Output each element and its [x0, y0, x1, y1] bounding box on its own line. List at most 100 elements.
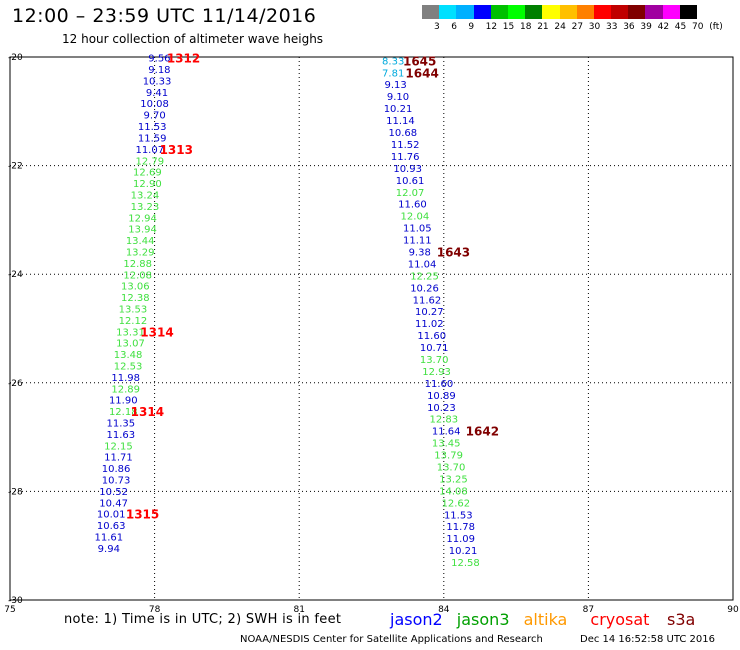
legend-label: 15	[502, 22, 515, 32]
wave-height-point: 11.62	[413, 295, 442, 306]
legend-swatch	[456, 5, 474, 19]
wave-height-point: 11.59	[138, 133, 167, 144]
wave-height-point: 11.53	[138, 122, 167, 133]
legend-label: 27	[571, 22, 584, 32]
wave-height-point: 10.71	[420, 343, 449, 354]
legend-label: 39	[640, 22, 652, 32]
wave-height-point: 12.83	[429, 415, 458, 426]
pass-time-label: 1314	[131, 405, 164, 419]
wave-height-point: 10.08	[140, 99, 169, 110]
pass-time-label: 1313	[160, 143, 193, 157]
wave-height-point: 11.04	[408, 259, 437, 270]
pass-time-label: 1315	[126, 508, 159, 522]
wave-height-point: 9.56	[148, 54, 170, 65]
legend-label: 42	[657, 22, 670, 32]
legend-swatch	[679, 5, 697, 19]
x-tick-label: 78	[149, 605, 161, 615]
pass-time-label: 1314	[140, 325, 173, 339]
y-tick-label: -20	[8, 53, 23, 63]
wave-height-point: 12.15	[104, 441, 133, 452]
legend-label: 6	[451, 22, 457, 32]
satellite-jason2: jason2	[390, 610, 443, 629]
wave-height-point: 13.79	[434, 451, 463, 462]
legend-label: 70	[692, 22, 704, 32]
wave-height-point: 13.23	[131, 202, 160, 213]
wave-height-point: 13.94	[128, 225, 157, 236]
legend-label: 3	[434, 22, 440, 32]
wave-height-point: 10.33	[143, 76, 172, 87]
legend-swatch	[507, 5, 526, 19]
wave-height-point: 10.68	[389, 128, 418, 139]
y-tick-label: -28	[8, 487, 23, 497]
wave-height-point: 13.25	[439, 474, 468, 485]
wave-height-point: 13.48	[114, 350, 143, 361]
wave-height-point: 12.69	[133, 168, 162, 179]
y-tick-label: -24	[8, 270, 23, 280]
legend-swatch	[576, 5, 594, 19]
wave-height-point: 12.04	[401, 212, 430, 223]
footer-note: note: 1) Time is in UTC; 2) SWH is in fe…	[64, 612, 342, 627]
wave-height-point: 8.33	[382, 56, 404, 67]
wave-height-point: 9.94	[98, 544, 120, 555]
wave-height-point: 14.08	[439, 486, 468, 497]
wave-height-point: 7.81	[382, 68, 404, 79]
y-tick-label: -22	[8, 162, 23, 172]
satellite-s3a: s3a	[667, 610, 696, 629]
wave-height-point: 10.47	[99, 498, 128, 509]
x-tick-label: 84	[438, 605, 450, 615]
wave-height-point: 13.45	[432, 439, 461, 450]
wave-height-point: 12.25	[410, 271, 439, 282]
wave-height-point: 11.07	[135, 145, 164, 156]
wave-height-point: 11.52	[391, 140, 420, 151]
wave-height-point: 11.60	[425, 379, 454, 390]
credit-line: NOAA/NESDIS Center for Satellite Applica…	[240, 634, 543, 645]
wave-height-point: 13.29	[126, 247, 155, 258]
legend-label: 45	[674, 22, 687, 32]
legend-swatch	[628, 5, 646, 19]
wave-height-point: 9.70	[143, 111, 165, 122]
wave-height-point: 11.60	[417, 331, 446, 342]
wave-height-point: 12.94	[128, 213, 157, 224]
pass-time-label: 1643	[437, 245, 470, 259]
wave-height-point: 11.02	[415, 319, 444, 330]
y-tick-label: -26	[8, 379, 23, 389]
wave-height-point: 11.11	[403, 236, 432, 247]
x-tick-label: 75	[4, 605, 15, 615]
x-tick-label: 90	[727, 605, 739, 615]
satellite-altika: altika	[523, 610, 568, 629]
wave-height-point: 11.63	[107, 430, 136, 441]
satellite-jason3: jason3	[456, 610, 510, 629]
wave-height-point: 11.61	[94, 533, 123, 544]
pass-time-label: 1312	[167, 52, 200, 66]
wave-height-point: 12.18	[109, 407, 138, 418]
wave-height-point: 12.89	[111, 384, 140, 395]
wave-height-point: 13.53	[119, 304, 148, 315]
wave-height-point: 13.44	[126, 236, 155, 247]
wave-height-point: 11.14	[386, 116, 415, 127]
wave-height-point: 13.70	[420, 355, 449, 366]
wave-height-point: 12.07	[396, 188, 425, 199]
wave-height-point: 11.53	[444, 510, 473, 521]
wave-height-point: 11.98	[111, 373, 140, 384]
wave-height-point: 11.35	[107, 419, 136, 430]
legend-swatch	[439, 5, 457, 19]
wave-height-point: 9.10	[387, 92, 409, 103]
wave-height-point: 13.24	[131, 190, 160, 201]
wave-height-point: 10.21	[449, 546, 478, 557]
wave-height-point: 11.78	[446, 522, 475, 533]
legend-swatch	[473, 5, 491, 19]
legend-label: 9	[468, 22, 475, 32]
wave-height-point: 11.09	[446, 534, 475, 545]
legend-swatch	[593, 5, 612, 19]
timestamp: Dec 14 16:52:58 UTC 2016	[580, 634, 715, 645]
wave-height-point: 12.38	[121, 293, 150, 304]
wave-height-point: 10.26	[410, 283, 439, 294]
wave-height-point: 10.86	[102, 464, 131, 475]
wave-height-point: 12.79	[135, 156, 164, 167]
wave-height-point: 13.07	[116, 339, 145, 350]
wave-height-point: 11.76	[391, 152, 420, 163]
legend-swatch	[422, 5, 440, 19]
legend-label: 18	[520, 22, 532, 32]
color-legend-bar	[422, 5, 697, 19]
